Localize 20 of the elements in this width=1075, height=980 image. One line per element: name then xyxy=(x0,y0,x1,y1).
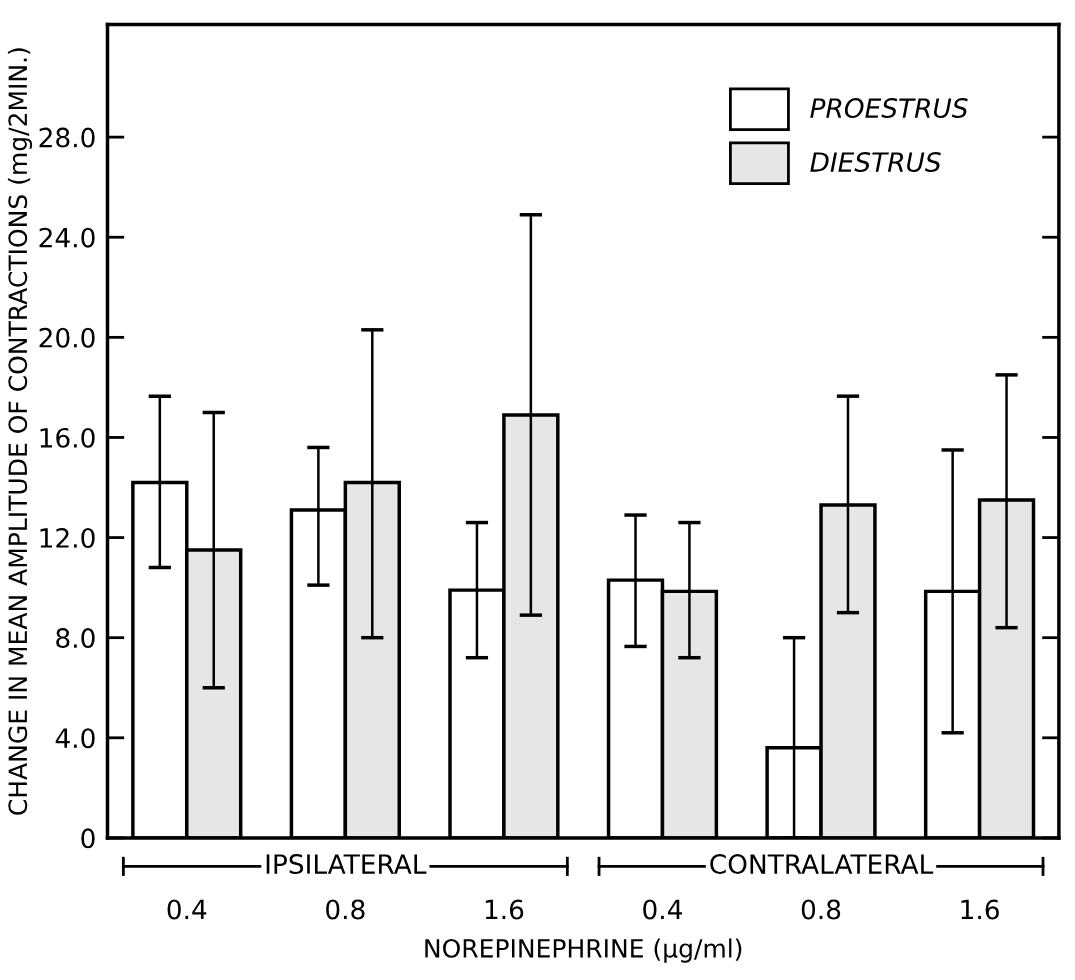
legend-label: DIESTRUS xyxy=(810,152,941,173)
y-tick-label: 4.0 xyxy=(55,728,95,749)
x-tick-label: 0.8 xyxy=(801,899,841,920)
text: CONTRALATERAL xyxy=(710,854,934,875)
y-tick-label: 8.0 xyxy=(56,628,95,649)
text: IPSILATERAL xyxy=(266,854,427,875)
y-tick-label: 28.0 xyxy=(39,127,95,148)
y-tick-label: 0 xyxy=(81,828,95,849)
x-tick-label: 0.4 xyxy=(167,899,207,920)
y-tick-label: 16.0 xyxy=(40,427,95,448)
legend-label: PROESTRUS xyxy=(810,98,968,119)
y-tick-label: 24.0 xyxy=(39,227,95,248)
y-tick-label: 12.0 xyxy=(40,528,95,548)
x-tick-label: 0.4 xyxy=(643,899,682,920)
x-tick-label: 1.6 xyxy=(485,899,524,920)
x-tick-label: 0.8 xyxy=(326,899,365,920)
x-tick-label: 1.6 xyxy=(961,899,999,920)
y-axis-title: CHANGE IN MEAN AMPLITUDE OF CONTRACTIONS (mg/2MIN.) xyxy=(7,48,33,815)
x-axis-title: NOREPINEPHRINE (µg/ml) xyxy=(425,938,742,963)
y-tick-label: 20.0 xyxy=(39,327,95,348)
